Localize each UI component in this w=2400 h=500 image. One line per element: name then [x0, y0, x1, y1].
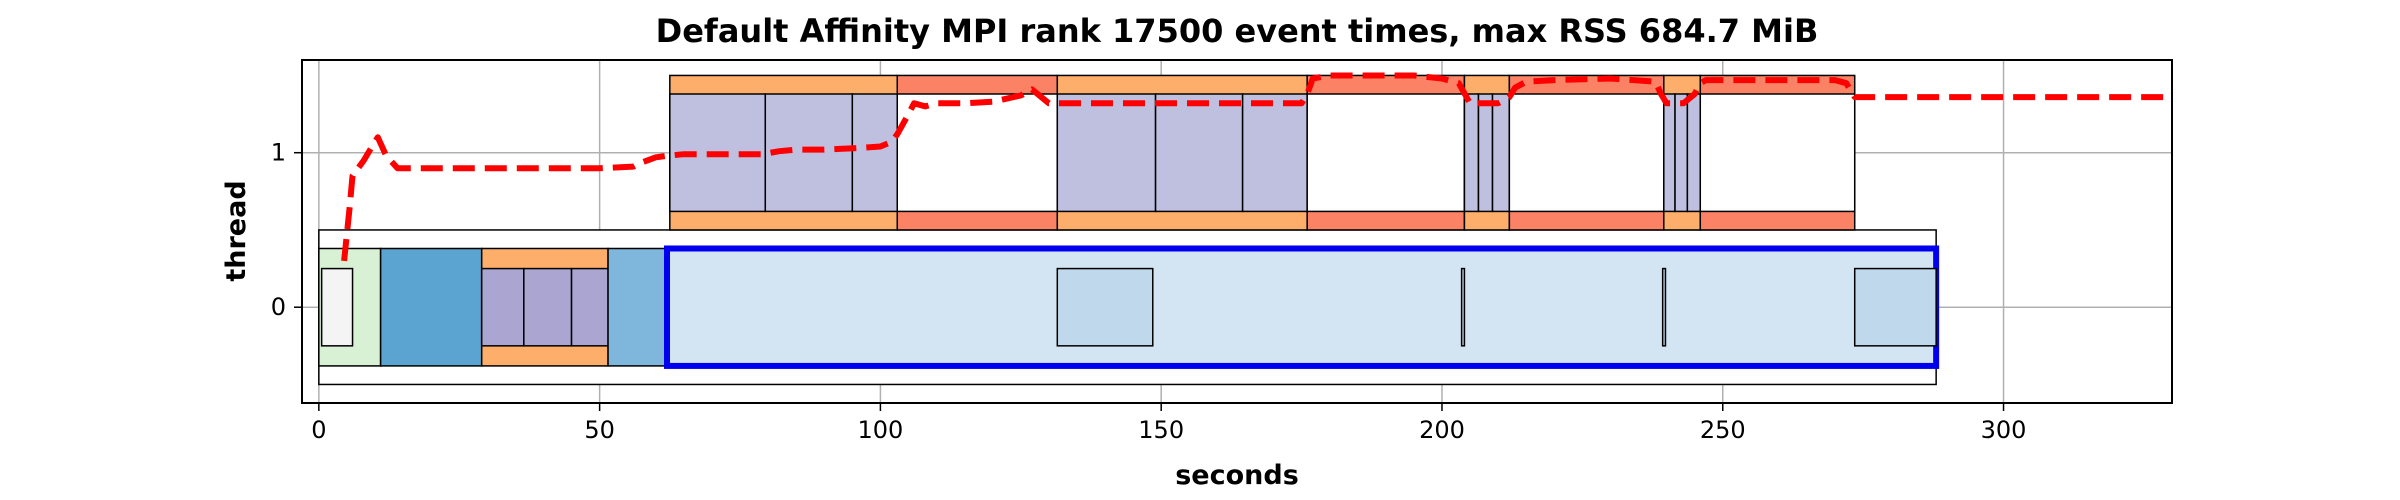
event-box — [1853, 267, 1937, 347]
event-box — [1508, 93, 1665, 213]
x-tick-label: 50 — [584, 416, 615, 444]
event-box — [1674, 93, 1689, 213]
event-box — [896, 93, 1059, 213]
rss-line — [341, 72, 2172, 262]
x-tick-label: 200 — [1419, 416, 1465, 444]
rss-series — [341, 72, 2172, 262]
y-tick-label: 1 — [271, 139, 286, 167]
event-box — [664, 245, 1940, 369]
event-box — [1699, 93, 1856, 213]
x-tick-label: 250 — [1700, 416, 1746, 444]
event-box — [1477, 93, 1494, 213]
event-box — [1056, 267, 1154, 347]
event-box — [1686, 93, 1702, 213]
event-box — [851, 93, 899, 213]
x-tick-label: 100 — [858, 416, 904, 444]
y-axis-label: thread — [221, 180, 252, 281]
x-tick-label: 300 — [1981, 416, 2027, 444]
event-box — [1463, 93, 1480, 213]
y-tick-label: 0 — [271, 293, 286, 321]
x-tick-label: 150 — [1138, 416, 1184, 444]
event-box — [1306, 93, 1466, 213]
plot-frame — [301, 59, 2173, 404]
x-axis-label: seconds — [1175, 460, 1299, 491]
event-box — [1460, 267, 1466, 347]
chart-title: Default Affinity MPI rank 17500 event ti… — [656, 12, 1819, 50]
event-box — [1663, 93, 1676, 213]
event-box — [1491, 93, 1511, 213]
event-box — [570, 267, 609, 347]
event-box — [1661, 267, 1667, 347]
timeline-boxes — [318, 74, 1940, 386]
event-box — [523, 267, 573, 347]
event-box — [607, 247, 668, 367]
event-box — [480, 267, 525, 347]
event-box — [1056, 93, 1157, 213]
event-box — [320, 267, 354, 347]
x-axis-ticks: 0 50 100 150 200 250 300 — [311, 403, 2026, 444]
y-axis-ticks: 01 — [271, 139, 302, 321]
event-box — [1241, 93, 1308, 213]
event-box — [379, 247, 483, 367]
event-box — [1154, 93, 1244, 213]
x-tick-label: 0 — [311, 416, 326, 444]
